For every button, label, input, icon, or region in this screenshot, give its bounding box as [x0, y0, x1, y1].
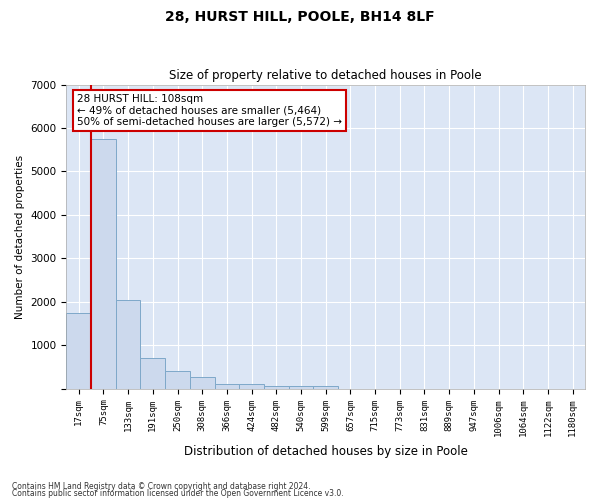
- Bar: [215, 384, 239, 389]
- X-axis label: Distribution of detached houses by size in Poole: Distribution of detached houses by size …: [184, 444, 467, 458]
- Bar: [264, 386, 289, 389]
- Bar: [239, 384, 264, 389]
- Bar: [289, 386, 313, 389]
- Bar: [313, 386, 338, 389]
- Bar: [165, 372, 190, 389]
- Title: Size of property relative to detached houses in Poole: Size of property relative to detached ho…: [169, 69, 482, 82]
- Text: 28 HURST HILL: 108sqm
← 49% of detached houses are smaller (5,464)
50% of semi-d: 28 HURST HILL: 108sqm ← 49% of detached …: [77, 94, 342, 127]
- Text: Contains HM Land Registry data © Crown copyright and database right 2024.: Contains HM Land Registry data © Crown c…: [12, 482, 311, 491]
- Bar: [116, 300, 140, 389]
- Bar: [67, 313, 91, 389]
- Bar: [140, 358, 165, 389]
- Bar: [91, 139, 116, 389]
- Bar: [190, 377, 215, 389]
- Y-axis label: Number of detached properties: Number of detached properties: [15, 154, 25, 319]
- Text: 28, HURST HILL, POOLE, BH14 8LF: 28, HURST HILL, POOLE, BH14 8LF: [165, 10, 435, 24]
- Text: Contains public sector information licensed under the Open Government Licence v3: Contains public sector information licen…: [12, 488, 344, 498]
